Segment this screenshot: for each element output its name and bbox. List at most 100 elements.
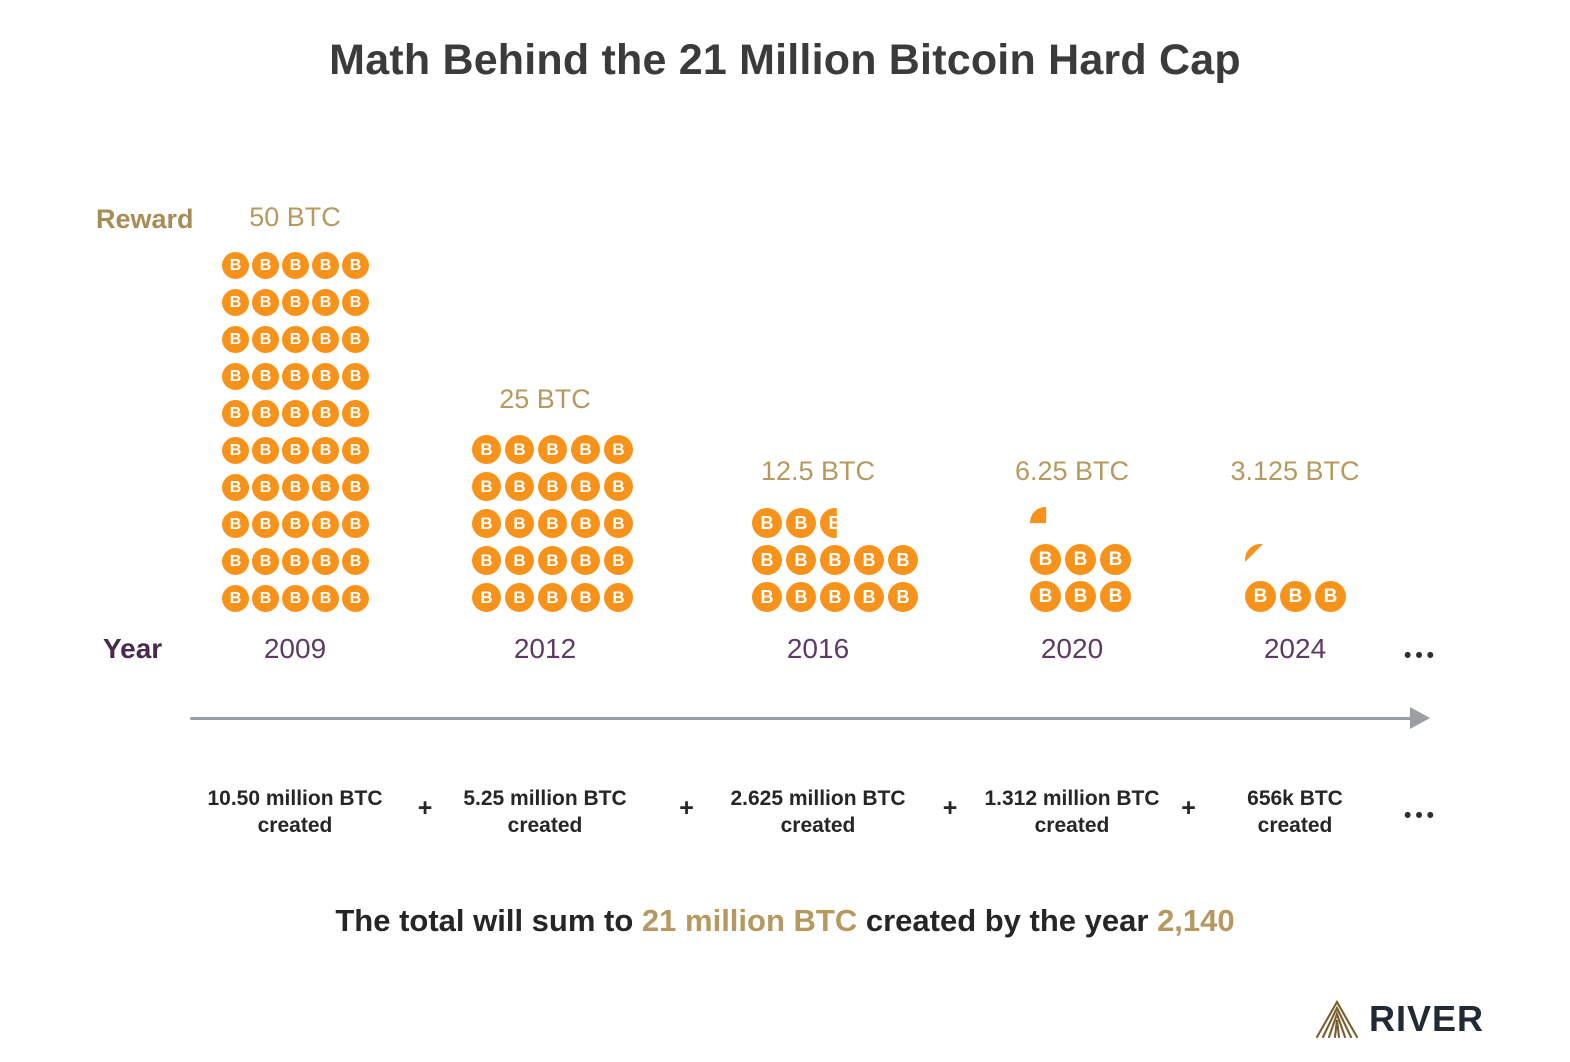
bitcoin-icon: B: [222, 252, 249, 279]
bitcoin-icon: B: [252, 437, 279, 464]
bitcoin-icon: B: [538, 509, 567, 538]
bitcoin-icon: B: [854, 582, 884, 612]
bitcoin-icon: B: [505, 583, 534, 612]
year-value: 2016: [786, 633, 850, 664]
bitcoin-icon: B: [342, 474, 369, 501]
bitcoin-icon: B: [752, 545, 782, 575]
bitcoin-icon: B: [538, 583, 567, 612]
timeline-arrow-head-icon: [1410, 707, 1430, 729]
plus-sign: +: [679, 794, 694, 822]
bitcoin-icon: B: [571, 509, 600, 538]
bitcoin-icon: B: [1100, 544, 1131, 575]
bitcoin-icon: B: [342, 511, 369, 538]
bitcoin-icon: B: [282, 400, 309, 427]
bitcoin-icon: B: [571, 583, 600, 612]
summary-part1: The total will sum to: [335, 903, 642, 938]
reward-amount-label: 12.5 BTC: [760, 456, 876, 486]
bitcoin-icon: B: [786, 545, 816, 575]
bitcoin-icon: B: [252, 326, 279, 353]
bitcoin-icon: B: [752, 508, 782, 538]
bitcoin-icon: B: [282, 363, 309, 390]
bitcoin-icon: B: [820, 508, 837, 538]
bitcoin-icon: B: [342, 548, 369, 575]
created-amount-line2: created: [257, 814, 333, 838]
bitcoin-icon: B: [222, 437, 249, 464]
created-amount-line1: 2.625 million BTC: [730, 787, 906, 810]
bitcoin-icon: B: [312, 474, 339, 501]
bitcoin-icon: B: [1065, 581, 1096, 612]
bitcoin-icon: B: [786, 582, 816, 612]
bitcoin-icon: B: [282, 474, 309, 501]
bitcoin-icon: B: [312, 548, 339, 575]
bitcoin-icon: B: [1030, 544, 1061, 575]
bitcoin-icon: B: [312, 326, 339, 353]
plus-sign: +: [417, 794, 433, 822]
bitcoin-icon: B: [571, 435, 600, 464]
created-amount-line2: created: [1257, 814, 1333, 838]
coin-row: B: [1245, 544, 1346, 575]
bitcoin-icon: B: [222, 363, 249, 390]
bitcoin-icon: B: [505, 472, 534, 501]
bitcoin-icon: B: [252, 585, 279, 612]
created-amount-line1: 5.25 million BTC: [463, 787, 627, 810]
bitcoin-icon: B: [752, 582, 782, 612]
created-amount-label: 10.50 million BTC created: [207, 785, 382, 840]
reward-amount-label: 3.125 BTC: [1230, 456, 1360, 486]
bitcoin-icon: B: [342, 585, 369, 612]
bitcoin-icon: B: [282, 326, 309, 353]
bitcoin-icon: B: [854, 545, 884, 575]
created-amount-line1: 1.312 million BTC: [984, 787, 1160, 810]
bitcoin-icon: B: [342, 252, 369, 279]
page-title: Math Behind the 21 Million Bitcoin Hard …: [329, 36, 1241, 84]
bitcoin-icon: B: [312, 511, 339, 538]
bitcoin-icon: B: [312, 585, 339, 612]
created-amount-line2: created: [780, 814, 856, 838]
bitcoin-icon: B: [252, 548, 279, 575]
bitcoin-icon: B: [252, 474, 279, 501]
timeline-arrow-line: [190, 717, 1412, 720]
bitcoin-icon: B: [252, 363, 279, 390]
summary-total-highlight: 21 million BTC: [641, 903, 858, 938]
bitcoin-icon: B: [1245, 544, 1263, 562]
bitcoin-icon: B: [252, 252, 279, 279]
years-continuation-ellipsis: •••: [1403, 644, 1439, 667]
bitcoin-icon: B: [538, 546, 567, 575]
year-value: 2009: [263, 633, 327, 664]
bitcoin-icon: B: [222, 548, 249, 575]
created-amount-line2: created: [507, 814, 583, 838]
year-axis-label: Year: [103, 633, 163, 664]
reward-amount-label: 50 BTC: [249, 202, 341, 232]
created-continuation-ellipsis: •••: [1403, 804, 1439, 827]
bitcoin-icon: B: [604, 583, 633, 612]
year-value: 2012: [513, 633, 577, 664]
bitcoin-icon: B: [342, 326, 369, 353]
summary-sentence: The total will sum to 21 million BTC cre…: [0, 903, 1570, 939]
bitcoin-icon: B: [1100, 581, 1131, 612]
bitcoin-icon: B: [786, 508, 816, 538]
bitcoin-icon: B: [342, 437, 369, 464]
bitcoin-icon: B: [342, 363, 369, 390]
bitcoin-icon: B: [604, 472, 633, 501]
bitcoin-icon: B: [222, 400, 249, 427]
river-logo: RIVER: [1314, 998, 1484, 1040]
reward-amount-label: 6.25 BTC: [1014, 456, 1130, 486]
